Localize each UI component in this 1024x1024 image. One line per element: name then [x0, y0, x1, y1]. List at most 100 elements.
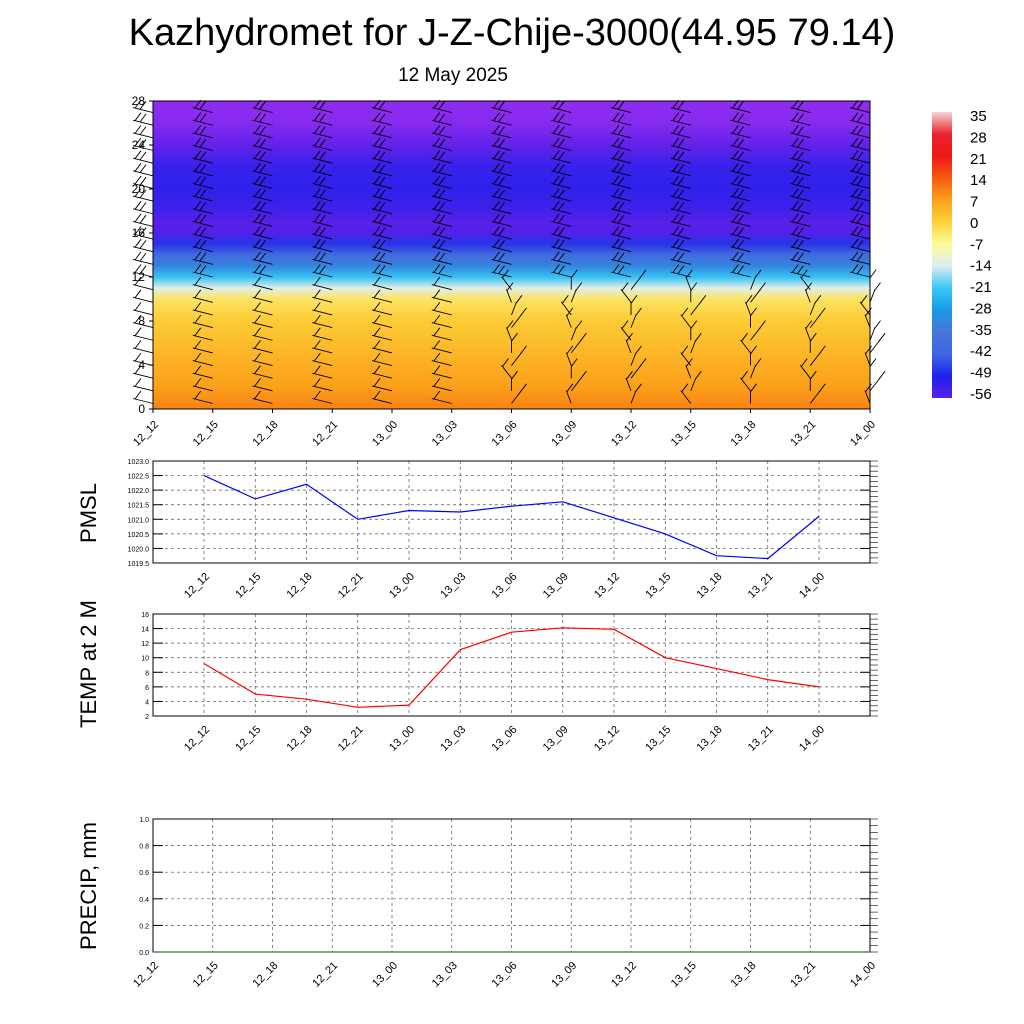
- wind-barb-flag: [759, 320, 766, 329]
- wind-barb: [625, 377, 632, 392]
- wind-barb: [809, 301, 816, 316]
- wind-barb-flag: [254, 327, 261, 337]
- wind-barb-flag: [313, 302, 321, 311]
- wind-barb-flag: [796, 252, 804, 262]
- wind-barb-flag: [621, 282, 629, 291]
- wind-barb: [610, 246, 632, 253]
- wind-barb-flag: [791, 251, 799, 261]
- wind-barb-flag: [373, 137, 381, 147]
- wind-barb: [849, 132, 871, 139]
- wind-barb-flag: [809, 370, 817, 380]
- wind-barb: [371, 334, 393, 341]
- wind-barb: [252, 145, 273, 151]
- wind-barb-flag: [818, 345, 826, 355]
- wind-barb-flag: [318, 202, 326, 211]
- wind-barb: [312, 233, 333, 240]
- wind-barb: [371, 233, 393, 240]
- wind-barb: [570, 339, 582, 354]
- wind-barb: [551, 132, 572, 139]
- wind-barb-flag: [493, 112, 500, 121]
- wind-barb-flag: [851, 188, 859, 197]
- wind-barb: [371, 119, 393, 126]
- wind-barb-flag: [373, 213, 381, 223]
- x-tick-label: 13_12: [609, 419, 639, 449]
- wind-barb-flag: [791, 201, 799, 210]
- wind-barb-flag: [672, 238, 680, 248]
- wind-barb: [252, 322, 273, 329]
- wind-barb-flag: [737, 189, 744, 199]
- wind-barb: [511, 352, 522, 366]
- wind-barb-flag: [438, 202, 446, 211]
- wind-barb: [670, 170, 691, 177]
- wind-barb-flag: [796, 214, 804, 224]
- wind-barb-flag: [851, 163, 859, 172]
- wind-barb: [252, 258, 273, 265]
- wind-barb-flag: [750, 345, 757, 355]
- wind-barb: [730, 132, 751, 139]
- y-tick-label: 0.2: [139, 923, 149, 930]
- x-tick-label: 12_18: [251, 419, 281, 449]
- wind-barb-flag: [313, 390, 321, 400]
- wind-barb: [371, 132, 393, 139]
- wind-barb-flag: [612, 125, 620, 134]
- wind-barb: [252, 195, 273, 202]
- wind-barb: [610, 195, 632, 202]
- wind-barb-flag: [502, 269, 509, 279]
- wind-barb-flag: [373, 150, 381, 159]
- wind-barb: [849, 271, 871, 278]
- wind-barb-flag: [612, 201, 620, 210]
- wind-barb-flag: [732, 175, 739, 185]
- x-tick-label: 13_06: [490, 960, 520, 990]
- wind-barb: [431, 208, 452, 215]
- wind-barb-flag: [498, 214, 505, 224]
- wind-barb: [680, 352, 692, 366]
- wind-barb-flag: [438, 240, 446, 249]
- wind-barb-flag: [313, 378, 321, 387]
- wind-barb-flag: [552, 213, 560, 223]
- wind-barb: [371, 246, 393, 253]
- wind-barb-flag: [378, 265, 386, 275]
- y-tick-label: 1019.5: [128, 561, 150, 568]
- wind-barb: [252, 284, 273, 291]
- wind-barb: [570, 377, 582, 392]
- wind-barb: [551, 107, 572, 113]
- wind-barb: [132, 246, 154, 253]
- y-axis-label: TEMP at 2 M: [76, 600, 101, 728]
- wind-barb-flag: [433, 314, 441, 324]
- wind-barb-flag: [856, 240, 864, 249]
- wind-barb-flag: [318, 113, 326, 123]
- wind-barb-flag: [737, 265, 744, 275]
- x-tick-label: 12_15: [233, 724, 263, 754]
- wind-barb-flag: [134, 302, 142, 311]
- wind-barb-flag: [737, 176, 744, 186]
- wind-barb: [610, 208, 632, 215]
- wind-barb: [132, 296, 154, 303]
- wind-barb: [252, 183, 273, 189]
- wind-barb: [551, 157, 572, 164]
- wind-barb: [252, 347, 273, 354]
- wind-barb-flag: [737, 113, 744, 123]
- wind-barb-flag: [732, 213, 739, 223]
- wind-barb-flag: [134, 251, 142, 261]
- wind-barb-flag: [561, 295, 569, 304]
- wind-barb: [192, 372, 213, 379]
- wind-barb: [312, 398, 333, 404]
- wind-barb: [630, 352, 637, 366]
- wind-barb: [610, 170, 632, 177]
- wind-barb-flag: [194, 365, 202, 374]
- wind-barb-flag: [552, 226, 560, 235]
- x-tick-label: 13_03: [438, 724, 468, 754]
- wind-barb-flag: [851, 201, 859, 210]
- wind-barb-flag: [557, 214, 565, 224]
- wind-barb: [192, 334, 213, 341]
- wind-barb: [730, 107, 751, 113]
- wind-barb: [849, 107, 871, 113]
- wind-barb: [312, 309, 333, 316]
- wind-barb-flag: [851, 125, 859, 134]
- wind-barb: [431, 271, 452, 278]
- wind-barb-flag: [134, 352, 142, 362]
- x-tick-label: 13_18: [729, 960, 759, 990]
- wind-barb-flag: [635, 383, 642, 393]
- wind-barb-flag: [493, 188, 500, 197]
- wind-barb-flag: [194, 163, 202, 172]
